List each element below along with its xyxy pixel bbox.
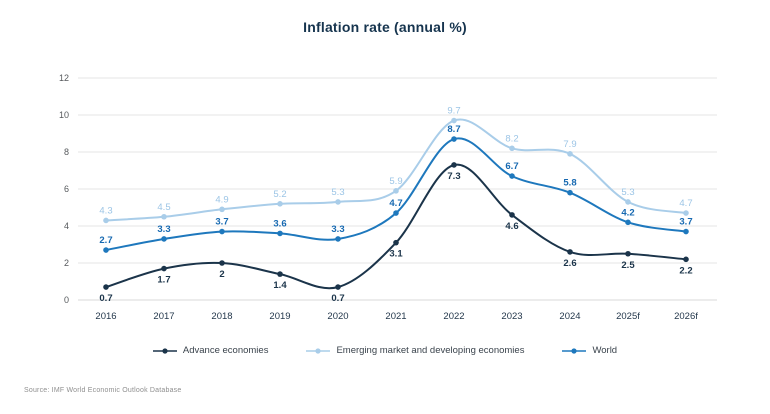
source-note: Source: IMF World Economic Outlook Datab… <box>24 387 182 394</box>
legend-label: World <box>592 345 618 356</box>
svg-text:3.6: 3.6 <box>273 218 286 229</box>
svg-text:0.7: 0.7 <box>331 293 344 304</box>
svg-text:6.7: 6.7 <box>505 161 518 172</box>
svg-text:12: 12 <box>59 73 69 83</box>
svg-text:2.2: 2.2 <box>679 265 692 276</box>
line-dot-marker-icon <box>306 347 331 354</box>
svg-text:4.9: 4.9 <box>215 194 228 205</box>
svg-text:5.9: 5.9 <box>389 176 402 187</box>
legend-label: Emerging market and developing economies <box>336 345 525 356</box>
svg-text:2021: 2021 <box>385 311 406 322</box>
svg-text:1.4: 1.4 <box>273 280 287 291</box>
svg-text:8.2: 8.2 <box>505 133 518 144</box>
svg-text:3.7: 3.7 <box>215 217 228 228</box>
svg-text:3.3: 3.3 <box>157 224 170 235</box>
svg-text:2.6: 2.6 <box>563 258 576 269</box>
svg-text:2023: 2023 <box>501 311 522 322</box>
legend-item-emerging-economies: Emerging market and developing economies <box>306 345 524 356</box>
svg-text:1.7: 1.7 <box>157 275 170 286</box>
svg-text:4.2: 4.2 <box>621 207 634 218</box>
svg-text:2022: 2022 <box>443 311 464 322</box>
svg-text:4: 4 <box>64 221 69 231</box>
svg-text:5.3: 5.3 <box>621 187 634 198</box>
svg-text:7.3: 7.3 <box>447 171 460 182</box>
svg-text:2.5: 2.5 <box>621 260 635 271</box>
line-dot-marker-icon <box>562 347 587 354</box>
svg-text:5.3: 5.3 <box>331 187 344 198</box>
svg-text:4.3: 4.3 <box>99 205 112 216</box>
svg-text:9.7: 9.7 <box>447 106 460 117</box>
svg-text:2019: 2019 <box>269 311 290 322</box>
svg-text:3.7: 3.7 <box>679 217 692 228</box>
svg-text:4.5: 4.5 <box>157 202 170 213</box>
svg-text:3.3: 3.3 <box>331 224 344 235</box>
svg-text:0.7: 0.7 <box>99 293 112 304</box>
svg-text:2: 2 <box>219 269 224 280</box>
svg-text:8.7: 8.7 <box>447 124 460 135</box>
svg-text:5.2: 5.2 <box>273 189 286 200</box>
svg-text:2026f: 2026f <box>674 311 698 322</box>
chart-title: Inflation rate (annual %) <box>303 19 467 35</box>
svg-text:6: 6 <box>64 184 69 194</box>
svg-text:8: 8 <box>64 147 69 157</box>
svg-text:2016: 2016 <box>95 311 116 322</box>
legend-label: Advance economies <box>182 345 269 356</box>
svg-text:4.7: 4.7 <box>679 198 692 209</box>
svg-text:3.1: 3.1 <box>389 249 403 260</box>
svg-text:2020: 2020 <box>327 311 348 322</box>
line-dot-marker-icon <box>152 347 177 354</box>
svg-text:2025f: 2025f <box>616 311 640 322</box>
svg-text:4.6: 4.6 <box>505 221 518 232</box>
legend-item-world: World <box>562 345 617 356</box>
svg-text:2.7: 2.7 <box>99 235 112 246</box>
svg-text:2017: 2017 <box>153 311 174 322</box>
legend-item-advance-economies: Advance economies <box>152 345 269 356</box>
svg-text:7.9: 7.9 <box>563 139 576 150</box>
svg-text:0: 0 <box>64 295 69 305</box>
svg-text:10: 10 <box>59 110 69 120</box>
svg-text:2: 2 <box>64 258 69 268</box>
svg-text:4.7: 4.7 <box>389 198 402 209</box>
svg-text:2018: 2018 <box>211 311 232 322</box>
svg-text:2024: 2024 <box>559 311 580 322</box>
svg-text:5.8: 5.8 <box>563 178 576 189</box>
chart-legend: Advance economies Emerging market and de… <box>0 345 770 356</box>
